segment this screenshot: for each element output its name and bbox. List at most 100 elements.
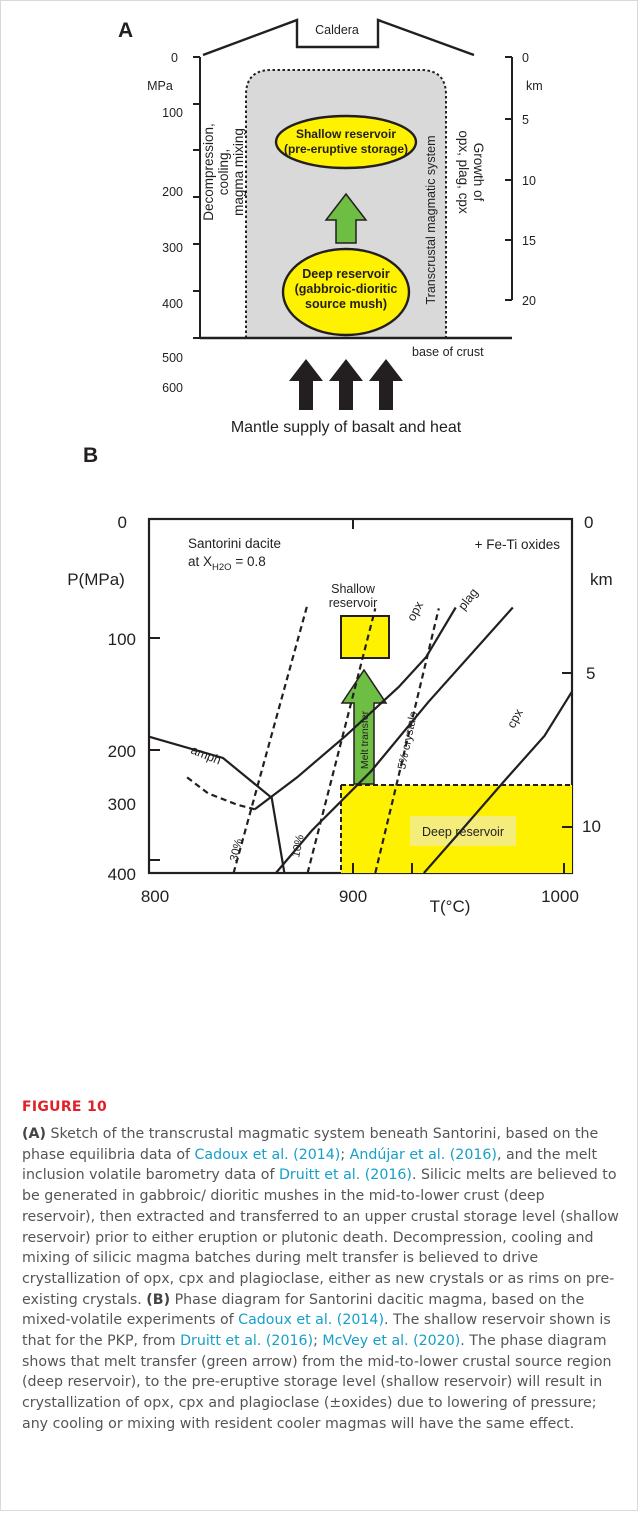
figure-number: FIGURE 10 <box>22 1099 108 1115</box>
panel-b-label: B <box>83 444 98 467</box>
left-text-1: Decompression, <box>201 123 216 221</box>
left-text-3: magma mixing <box>231 128 246 216</box>
km-tick-10: 10 <box>522 174 536 188</box>
caption-b-text-2: . The shallow reservoir shown is that fo… <box>22 1312 611 1350</box>
melt-transfer-label: Melt transfer <box>359 710 371 769</box>
right-text-1: Growth of <box>471 143 486 202</box>
shallow-reservoir-label-2: reservoir <box>329 596 378 610</box>
km-ticks-b <box>562 672 572 828</box>
mantle-arrow-2 <box>329 359 363 410</box>
shallow-reservoir-label-1: Shallow reservoir <box>296 127 396 141</box>
curve-amph <box>148 735 286 874</box>
panel-a-label: A <box>118 19 133 42</box>
km-unit-b: km <box>590 570 613 589</box>
km-tick-20: 20 <box>522 294 536 308</box>
caption-sep-2: ; <box>313 1333 323 1350</box>
title-line-2: at XH2O = 0.8 <box>188 554 266 573</box>
mpa-tick-500: 500 <box>162 351 183 365</box>
curve-30- <box>232 603 309 874</box>
shallow-reservoir-box <box>340 615 390 659</box>
cpx-label: cpx <box>504 706 526 730</box>
ref-druitt-2016-a[interactable]: Druitt et al. (2016) <box>278 1167 412 1184</box>
mantle-label: Mantle supply of basalt and heat <box>231 419 462 436</box>
x-tick-800: 800 <box>141 887 169 906</box>
mpa-tick-300: 300 <box>162 241 183 255</box>
caption-b-label: (B) <box>146 1291 171 1308</box>
curve-plag <box>275 606 514 874</box>
caption-sep-1: ; <box>340 1146 350 1163</box>
mantle-arrow-3 <box>369 359 403 410</box>
curve-opx <box>254 606 457 811</box>
ref-druitt-2016-b[interactable]: Druitt et al. (2016) <box>180 1333 314 1350</box>
mpa-tick-400: 400 <box>162 297 183 311</box>
mantle-arrows <box>289 359 403 410</box>
km-unit-a: km <box>526 79 543 93</box>
phase-curves <box>148 603 573 874</box>
mantle-arrow-1 <box>289 359 323 410</box>
caption-a-text-1: Sketch of the transcrustal magmatic syst… <box>22 1126 599 1163</box>
caldera-label: Caldera <box>315 23 359 37</box>
plag-label: plag <box>455 586 481 613</box>
x-tick-900: 900 <box>339 887 367 906</box>
caption-a-label: (A) <box>22 1126 46 1142</box>
curve-cpx <box>423 691 573 874</box>
km-tick-5: 5 <box>522 113 529 127</box>
km-tick-0: 0 <box>522 51 529 65</box>
isopleth-10-label: 10% <box>290 834 307 859</box>
y-tick-200: 200 <box>108 742 136 761</box>
figure-graphic: A Caldera 0 MPa 100 200 300 400 500 600 … <box>67 18 613 916</box>
shallow-reservoir-label-1: Shallow <box>331 582 376 596</box>
left-text-2: cooling, <box>216 149 231 196</box>
shallow-transfer-arrow <box>324 192 368 244</box>
caption-a-text-2: , and the melt inclusion volatile barome… <box>22 1146 598 1184</box>
ref-cadoux-2014-b[interactable]: Cadoux et al. (2014) <box>238 1312 384 1329</box>
x-axis-label: T(°C) <box>430 897 471 916</box>
deep-reservoir-ellipse <box>281 247 411 337</box>
deep-reservoir-label-3: source mush) <box>305 297 387 311</box>
system-label: Transcrustal magmatic system <box>424 135 438 304</box>
y-tick-100: 100 <box>108 630 136 649</box>
mpa-tick-600: 600 <box>162 381 183 395</box>
km-tick-b-10: 10 <box>582 817 601 836</box>
y-tick-0: 0 <box>118 513 127 532</box>
ref-andujar-2016[interactable]: Andújar et al. (2016) <box>349 1146 497 1163</box>
caption-a-text-3: . Silicic melts are believed to be gener… <box>22 1167 619 1308</box>
isopleth-30-label: 30% <box>228 837 245 862</box>
opx-label: opx <box>404 598 426 623</box>
km-tick-15: 15 <box>522 234 536 248</box>
y-tick-300: 300 <box>108 795 136 814</box>
x-tick-1000: 1000 <box>541 887 579 906</box>
deep-reservoir-label: Deep reservoir <box>422 825 504 839</box>
shallow-reservoir-label-2: (pre-eruptive storage) <box>284 142 408 156</box>
deep-reservoir-label-bg <box>410 816 516 846</box>
shallow-reservoir-ellipse <box>274 114 418 170</box>
curve-10- <box>306 608 377 874</box>
ref-cadoux-2014-a[interactable]: Cadoux et al. (2014) <box>194 1146 341 1163</box>
mpa-unit: MPa <box>147 79 173 93</box>
caption-b-text-1: Phase diagram for Santorini dacitic magm… <box>22 1291 585 1329</box>
mpa-tick-0: 0 <box>171 51 178 65</box>
mpa-tick-100: 100 <box>162 106 183 120</box>
km-tick-b-0: 0 <box>584 513 593 532</box>
figure-caption: (A) Sketch of the transcrustal magmatic … <box>22 1124 622 1435</box>
km-ticks <box>505 56 512 301</box>
mpa-ticks <box>193 56 200 339</box>
caldera-outline <box>202 18 475 57</box>
y-axis-label: P(MPa) <box>67 570 125 589</box>
curve-5-crystals <box>374 608 440 874</box>
mpa-tick-200: 200 <box>162 185 183 199</box>
y-ticks <box>149 637 160 861</box>
deep-reservoir-label-1: Deep reservoir <box>302 267 390 281</box>
oxides-label: + Fe-Ti oxides <box>475 537 561 552</box>
km-tick-b-5: 5 <box>586 664 595 683</box>
ref-mcvey-2020[interactable]: McVey et al. (2020) <box>322 1333 461 1350</box>
title-line-1: Santorini dacite <box>188 536 281 551</box>
isopleth-5-label: 5% crystals <box>396 710 420 770</box>
deep-reservoir-label-2: (gabbroic-dioritic <box>295 282 398 296</box>
curve-amph-metastable <box>186 776 256 811</box>
caption-b-text-3: . The phase diagram shows that melt tran… <box>22 1333 612 1432</box>
amph-label: amph <box>189 743 223 768</box>
base-of-crust-label: base of crust <box>412 345 484 359</box>
right-text-2: opx, plag, cpx <box>456 130 471 214</box>
